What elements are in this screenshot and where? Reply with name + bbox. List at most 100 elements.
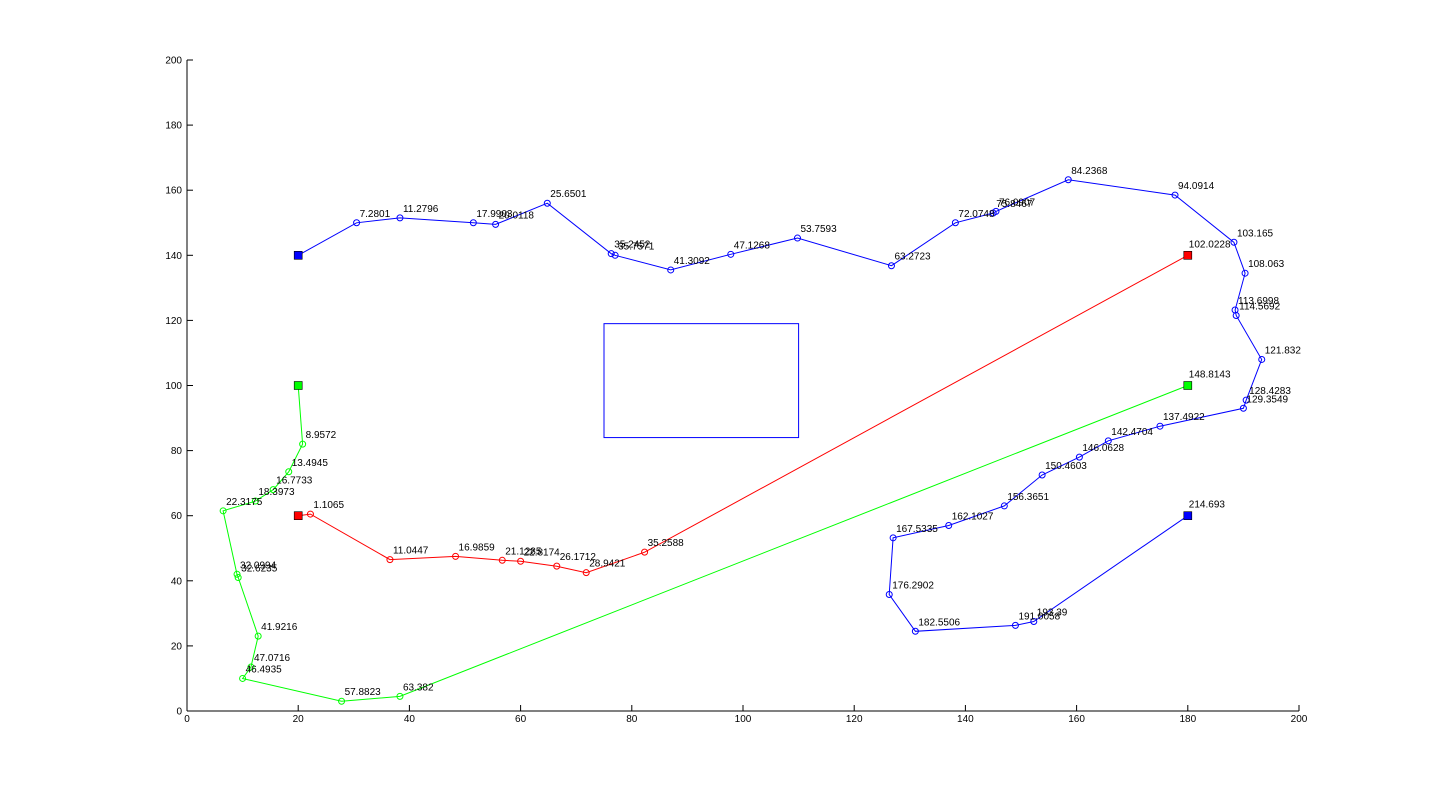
point-label: 46.4935 [246,664,283,675]
series-point [1171,191,1179,199]
series-point [945,521,953,529]
series-point [396,214,404,222]
point-label: 32.0994 [240,560,277,571]
goal-label: 148.8143 [1189,370,1231,381]
series-2 [219,381,1193,705]
point-label: 182.5506 [918,617,960,628]
series-point [1064,176,1072,184]
series-point [667,266,675,274]
y-tick-label: 60 [171,511,183,522]
point-label: 94.0914 [1178,181,1215,192]
x-tick-label: 140 [957,714,974,725]
series-point [1030,617,1038,625]
series-point [1011,621,1019,629]
x-tick-label: 0 [184,714,190,725]
series-point [887,262,895,270]
point-label: 63.382 [403,682,434,693]
series-line [222,385,1188,702]
x-tick-label: 80 [626,714,638,725]
series-point [889,534,897,542]
y-tick-label: 160 [165,186,182,197]
point-label: 167.5335 [896,524,938,535]
series-point [234,574,242,582]
series-point [1038,471,1046,479]
goal-marker [1183,251,1193,260]
series-layer [219,176,1266,705]
series-point [353,219,361,227]
point-label: 162.1027 [952,511,994,522]
y-tick-label: 100 [165,381,182,392]
x-tick-label: 100 [735,714,752,725]
series-point [396,692,404,700]
point-label: 47.0716 [254,653,291,664]
point-label: 8.9572 [306,430,337,441]
series-point [543,199,551,207]
series-point [1000,502,1008,510]
series-point [469,219,477,227]
start-marker [293,381,303,390]
y-tick-label: 80 [171,446,183,457]
point-label: 11.0447 [393,546,429,557]
point-label: 18.3973 [258,487,295,498]
point-label: 84.2368 [1071,166,1108,177]
point-label: 137.4922 [1163,412,1205,423]
series-point [1156,422,1164,430]
series-point [727,250,735,258]
point-label: 17.9903 [476,209,513,220]
series-point [607,250,615,258]
x-tick-label: 60 [515,714,527,725]
series-point [582,569,590,577]
point-label: 22.3175 [226,497,263,508]
series-point [239,674,247,682]
series-point [641,548,649,556]
point-label: 53.7593 [800,224,837,235]
point-label: 32.6235 [241,564,278,575]
series-point [517,557,525,565]
series-point [285,468,293,476]
point-label: 25.6501 [550,189,587,200]
y-tick-label: 20 [171,641,183,652]
point-label: 75.8467 [996,199,1033,210]
series-point [885,590,893,598]
series-line [297,179,1263,632]
y-tick-label: 0 [176,707,182,718]
goal-label: 214.693 [1189,500,1226,511]
y-tick-label: 140 [165,251,182,262]
series-point [386,556,394,564]
point-label: 47.1268 [734,240,771,251]
point-label: 22.8174 [524,547,561,558]
point-label: 113.6998 [1238,296,1279,307]
x-tick-label: 120 [846,714,863,725]
start-marker [293,511,303,521]
point-label: 28.9421 [589,559,626,570]
series-point [1230,238,1238,246]
series-point [553,562,561,570]
obstacle-rect [603,323,800,439]
point-label: 16.9859 [459,542,496,553]
series-point [1258,355,1266,363]
point-label: 129.3549 [1246,394,1288,405]
series-point [452,552,460,560]
series-point [251,497,259,505]
series-point [1239,404,1247,412]
obstacle-layer [603,323,800,439]
point-label: 35.2452 [614,240,651,251]
x-tick-label: 180 [1179,714,1196,725]
point-label: 176.2902 [892,580,934,591]
point-label: 41.9216 [261,622,298,633]
point-label: 20.0118 [499,210,535,221]
series-0 [293,176,1266,635]
point-label: 76.0907 [999,197,1036,208]
point-label: 21.1285 [505,546,542,557]
y-tick-label: 180 [165,121,182,132]
series-point [992,207,1000,215]
point-label: 193.39 [1037,607,1068,618]
point-label: 35.2588 [648,538,685,549]
series-point [1241,269,1249,277]
series-point [911,627,919,635]
point-label: 103.165 [1237,228,1274,239]
point-label: 150.4603 [1045,461,1087,472]
series-point [219,507,227,515]
goal-marker [1183,381,1193,390]
